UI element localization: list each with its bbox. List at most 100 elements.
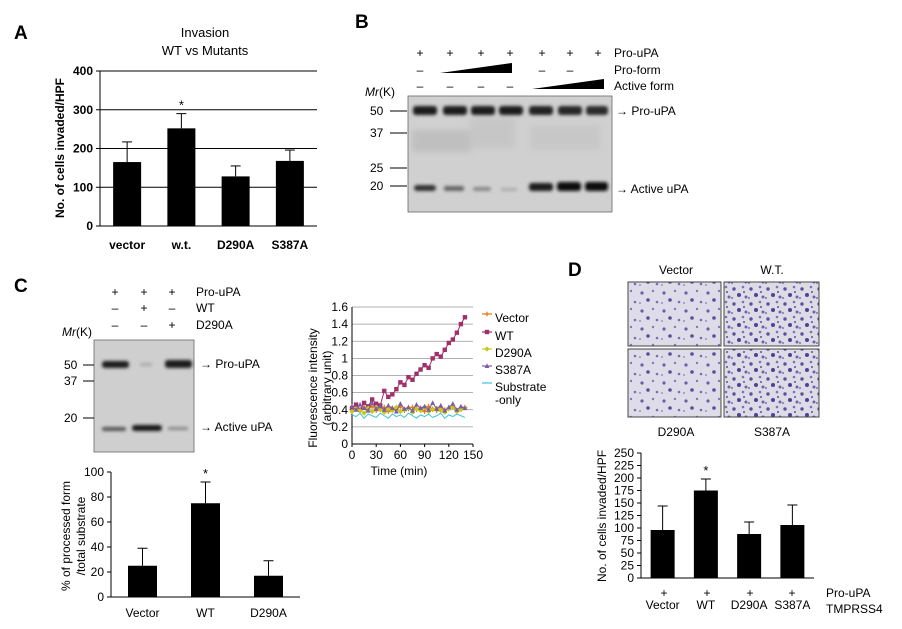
c-band-label-pro: → Pro-uPA xyxy=(200,357,260,371)
category-label: vector xyxy=(109,238,145,252)
x-tick-label: 0 xyxy=(349,448,356,462)
category-label: WT xyxy=(196,606,215,620)
y-tick-label: 0.4 xyxy=(331,403,348,417)
category-label: S387A xyxy=(774,598,810,612)
y-tick-label: 400 xyxy=(73,64,93,78)
y-tick-label: 0 xyxy=(86,219,93,233)
point-WT xyxy=(382,388,387,394)
legend-marker xyxy=(484,346,490,352)
c-band-label-active: → Active uPA xyxy=(200,420,272,434)
point-S387A xyxy=(458,403,464,409)
y-tick-label: 200 xyxy=(73,142,93,156)
point-S387A xyxy=(365,408,371,413)
series-line-Substrate -only xyxy=(351,412,466,420)
panel-d: D Vector W.T. D290A S387A No. of cells i… xyxy=(568,260,883,616)
b-sign: + xyxy=(446,46,453,60)
point-D290A xyxy=(438,408,444,414)
panel-a-label: A xyxy=(14,23,28,44)
point-WT xyxy=(438,354,443,359)
category-label: D290A xyxy=(250,606,287,620)
b-row2-label: Pro-form xyxy=(614,63,661,77)
panel-b-row2-signs: – – – xyxy=(417,63,574,77)
point-S387A xyxy=(406,404,411,410)
y-tick-label: 75 xyxy=(621,534,635,548)
point-S387A xyxy=(369,400,375,405)
b-sign: – xyxy=(567,63,574,77)
legend-marker xyxy=(484,329,490,335)
b-bands-pro xyxy=(413,106,608,115)
point-WT xyxy=(458,321,464,327)
point-WT xyxy=(398,380,403,385)
b-bands-active xyxy=(414,182,608,191)
point-D290A xyxy=(450,404,456,410)
bar-WT xyxy=(191,503,220,597)
point-WT xyxy=(353,402,359,407)
point-WT xyxy=(434,351,439,357)
y-tick-label: 150 xyxy=(614,496,634,510)
significance-star: * xyxy=(703,463,708,478)
y-tick-label: 20 xyxy=(91,565,105,579)
d-img-label: D290A xyxy=(658,425,695,439)
d-sign: + xyxy=(746,586,753,600)
panel-d-label: D xyxy=(568,260,582,281)
point-S387A xyxy=(381,407,387,412)
point-S387A xyxy=(389,405,395,411)
c-row1-label: Pro-uPA xyxy=(196,285,240,299)
b-band-label-active: → Active uPA xyxy=(616,182,688,196)
point-WT xyxy=(450,337,456,342)
y-tick-label: 25 xyxy=(621,559,635,573)
b-sign: – xyxy=(478,79,485,93)
significance-star: * xyxy=(203,466,208,481)
point-S387A xyxy=(393,408,399,414)
b-sign: – xyxy=(507,79,514,93)
y-tick-label: 100 xyxy=(84,465,104,479)
point-WT xyxy=(430,356,435,361)
c-mw: 37 xyxy=(64,374,78,388)
point-D290A xyxy=(369,408,375,415)
d-micrograph-wt xyxy=(723,281,820,347)
bar-D290A xyxy=(221,176,250,226)
b-sign: – xyxy=(539,63,546,77)
point-S387A xyxy=(418,405,423,411)
c-sign: – xyxy=(112,318,119,332)
b-sign: + xyxy=(506,46,513,60)
c-mw: 50 xyxy=(64,358,78,372)
d-ylabel: No. of cells invaded/HPF xyxy=(595,450,609,582)
b-sign: – xyxy=(417,79,424,93)
c-bar-ylabel-1: % of processed form xyxy=(59,481,73,591)
point-D290A xyxy=(393,404,399,410)
point-S387A xyxy=(422,403,427,409)
legend-label: WT xyxy=(495,329,514,343)
panel-c-label: C xyxy=(14,276,28,297)
legend-marker xyxy=(484,363,490,368)
point-S387A xyxy=(414,402,419,407)
c-line-ylabel-2: (arbitrary unit) xyxy=(320,351,334,426)
d-micrograph-s387a xyxy=(723,348,820,418)
x-tick-label: 90 xyxy=(418,448,432,462)
bar-D290A xyxy=(254,575,283,597)
point-WT xyxy=(410,377,415,382)
y-tick-label: 60 xyxy=(91,515,105,529)
x-tick-label: 30 xyxy=(370,448,384,462)
series-line-WT xyxy=(351,317,466,411)
x-tick-label: 60 xyxy=(394,448,408,462)
panel-b-row1-signs: + + + + + + + xyxy=(416,46,601,60)
b-blot xyxy=(407,95,613,213)
c-sign: – xyxy=(141,318,148,332)
point-S387A xyxy=(377,403,383,409)
point-WT xyxy=(446,340,451,346)
y-tick-label: 80 xyxy=(91,490,105,504)
panel-b: B + + + + + + + Pro-uPA – – – Pro-form –… xyxy=(355,12,688,213)
c-line-chart: 00.20.40.60.811.21.41.60 30 60 90 120 150Vect… xyxy=(331,300,546,462)
b-sign: + xyxy=(594,46,601,60)
c-sign: + xyxy=(168,285,175,299)
point-S387A xyxy=(446,404,452,410)
point-WT xyxy=(454,330,460,335)
point-WT xyxy=(361,400,367,406)
b-sign: + xyxy=(566,46,573,60)
point-S387A xyxy=(442,408,448,413)
significance-star: * xyxy=(179,98,184,113)
c-row3-label: D290A xyxy=(196,318,233,332)
d-signs: + + + + xyxy=(660,586,795,600)
c-mw-markers: 50 37 20 xyxy=(64,358,94,425)
